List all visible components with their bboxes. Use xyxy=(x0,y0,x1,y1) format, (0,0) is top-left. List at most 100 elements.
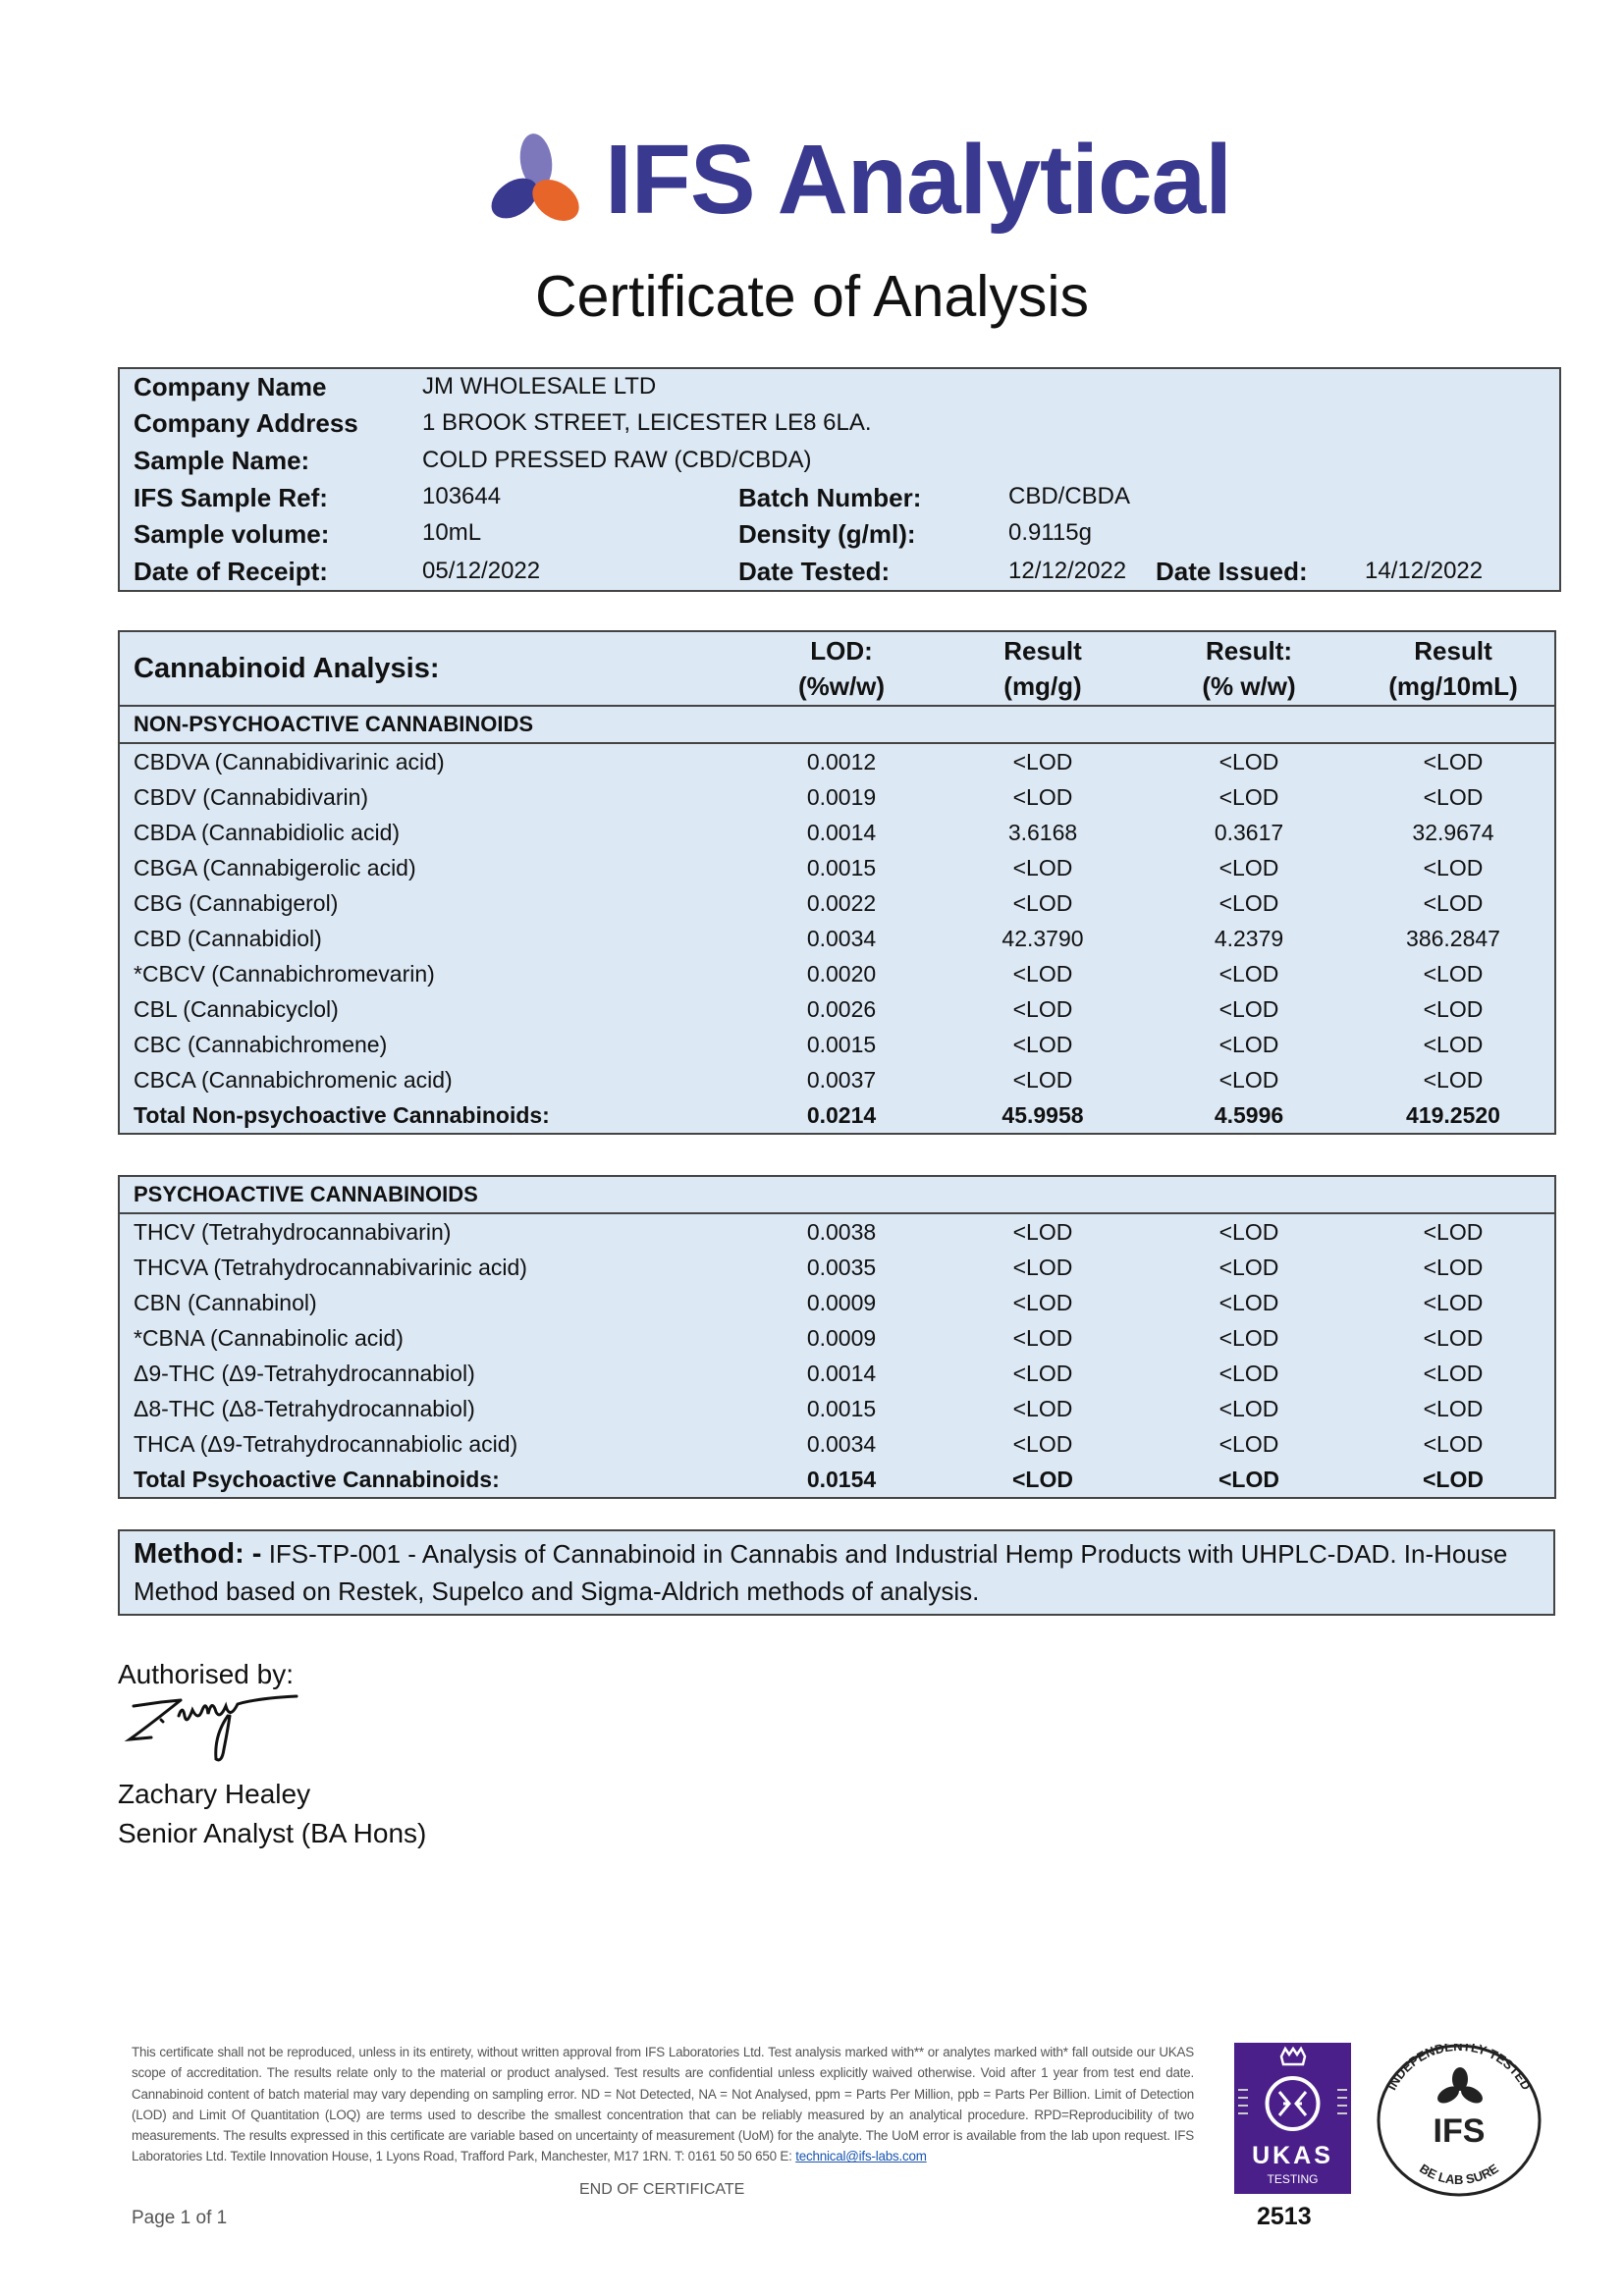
column-header-mg-g: Result (mg/g) xyxy=(940,632,1146,707)
table-row: *CBCV (Cannabichromevarin) 0.0020 <LOD <LOD… xyxy=(120,956,1554,991)
result-percent-ww: <LOD xyxy=(1218,1324,1279,1351)
independently-tested-seal-icon: INDEPENDENTLY TESTED BE LAB SURE IFS xyxy=(1377,2044,1542,2197)
density-value: 0.9115g xyxy=(1008,519,1092,546)
result-mg-g: <LOD xyxy=(1012,1360,1073,1386)
result-mg-10ml: <LOD xyxy=(1423,1395,1484,1421)
lod-value: 0.0038 xyxy=(806,1218,877,1245)
table-row: Δ8-THC (Δ8-Tetrahydrocannabiol) 0.0015 <LO… xyxy=(120,1391,1554,1426)
table-row: CBDVA (Cannabidivarinic acid) 0.0012 <LOD <… xyxy=(120,743,1554,779)
batch-number-value: CBD/CBDA xyxy=(1008,483,1131,509)
result-mg-g: <LOD xyxy=(1012,1289,1073,1315)
table-row: *CBNA (Cannabinolic acid) 0.0009 <LOD <LOD <… xyxy=(120,1320,1554,1356)
analyte-name: THCVA (Tetrahydrocannabivarinic acid) xyxy=(134,1254,527,1280)
result-mg-10ml: <LOD xyxy=(1423,1218,1484,1245)
result-mg-g: <LOD xyxy=(1012,1395,1073,1421)
date-tested-label: Date Tested: xyxy=(738,557,891,586)
result-percent-ww: <LOD xyxy=(1218,748,1279,774)
total-lod-value: 0.0214 xyxy=(806,1101,877,1128)
page-number: Page 1 of 1 xyxy=(132,2207,228,2228)
result-mg-g: <LOD xyxy=(1012,995,1073,1022)
result-percent-ww: <LOD xyxy=(1218,1395,1279,1421)
lod-value: 0.0035 xyxy=(806,1254,877,1280)
result-percent-ww: <LOD xyxy=(1218,1066,1279,1093)
result-percent-ww: <LOD xyxy=(1218,854,1279,881)
table-row: CBDV (Cannabidivarin) 0.0019 <LOD <LOD <LOD xyxy=(120,779,1554,815)
lod-value: 0.0020 xyxy=(806,960,877,987)
column-header-lod: LOD: (%w/w) xyxy=(743,632,940,707)
result-percent-ww: <LOD xyxy=(1218,1218,1279,1245)
result-mg-10ml: <LOD xyxy=(1423,1066,1484,1093)
result-percent-ww: <LOD xyxy=(1218,995,1279,1022)
sample-name-label: Sample Name: xyxy=(134,446,310,475)
result-mg-10ml: <LOD xyxy=(1423,748,1484,774)
result-mg-10ml: <LOD xyxy=(1423,889,1484,916)
total-result-percent-ww: 4.5996 xyxy=(1214,1101,1284,1128)
date-receipt-label: Date of Receipt: xyxy=(134,557,328,586)
result-mg-g: <LOD xyxy=(1012,854,1073,881)
total-row: Total Psychoactive Cannabinoids: 0.0154 <L… xyxy=(120,1462,1554,1497)
result-mg-g: <LOD xyxy=(1012,1430,1073,1457)
lod-value: 0.0015 xyxy=(806,1395,877,1421)
lod-value: 0.0015 xyxy=(806,1031,877,1057)
page-title: Certificate of Analysis xyxy=(534,264,1089,329)
table-row: THCVA (Tetrahydrocannabivarinic acid) 0.0… xyxy=(120,1250,1554,1285)
analyte-name: *CBCV (Cannabichromevarin) xyxy=(134,960,435,987)
result-mg-g: <LOD xyxy=(1012,1066,1073,1093)
analyte-name: THCA (Δ9-Tetrahydrocannabiolic acid) xyxy=(134,1430,518,1457)
result-mg-10ml: <LOD xyxy=(1423,1254,1484,1280)
result-mg-g: <LOD xyxy=(1012,748,1073,774)
result-percent-ww: <LOD xyxy=(1218,1360,1279,1386)
result-percent-ww: <LOD xyxy=(1218,783,1279,810)
result-mg-10ml: <LOD xyxy=(1423,1289,1484,1315)
result-mg-g: 3.6168 xyxy=(1007,819,1078,845)
company-address-label: Company Address xyxy=(134,408,358,438)
table-row: CBD (Cannabidiol) 0.0034 42.3790 4.2379 386.… xyxy=(120,921,1554,956)
method-text: IFS-TP-001 - Analysis of Cannabinoid in … xyxy=(134,1539,1508,1606)
ifs-analytical-logo: IFS Analytical xyxy=(485,125,1232,235)
total-result-mg-g: 45.9958 xyxy=(1001,1101,1084,1128)
signature-image xyxy=(124,1694,298,1762)
result-mg-10ml: <LOD xyxy=(1423,783,1484,810)
table-row: CBN (Cannabinol) 0.0009 <LOD <LOD <LOD xyxy=(120,1285,1554,1320)
result-percent-ww: <LOD xyxy=(1218,1430,1279,1457)
email-link[interactable]: technical@ifs-labs.com xyxy=(795,2149,927,2164)
result-mg-g: <LOD xyxy=(1012,889,1073,916)
signatory-name: Zachary Healey xyxy=(118,1779,311,1809)
table-row: CBC (Cannabichromene) 0.0015 <LOD <LOD <LOD xyxy=(120,1027,1554,1062)
lod-value: 0.0012 xyxy=(806,748,877,774)
section-heading: PSYCHOACTIVE CANNABINOIDS xyxy=(120,1177,1554,1214)
result-mg-g: <LOD xyxy=(1012,1031,1073,1057)
column-header-mg-10ml: Result (mg/10mL) xyxy=(1352,632,1554,707)
table-row: CBL (Cannabicyclol) 0.0026 <LOD <LOD <LOD xyxy=(120,991,1554,1027)
result-percent-ww: <LOD xyxy=(1218,1289,1279,1315)
lod-value: 0.0026 xyxy=(806,995,877,1022)
date-issued-label: Date Issued: xyxy=(1156,557,1308,586)
total-analyte-name: Total Psychoactive Cannabinoids: xyxy=(134,1466,500,1492)
result-percent-ww: <LOD xyxy=(1218,889,1279,916)
lod-value: 0.0009 xyxy=(806,1324,877,1351)
end-of-certificate: END OF CERTIFICATE xyxy=(579,2180,745,2198)
lod-value: 0.0019 xyxy=(806,783,877,810)
total-row: Total Non-psychoactive Cannabinoids: 0.02… xyxy=(120,1097,1554,1133)
table-row: CBGA (Cannabigerolic acid) 0.0015 <LOD <LOD… xyxy=(120,850,1554,885)
result-mg-10ml: <LOD xyxy=(1423,995,1484,1022)
sample-volume-label: Sample volume: xyxy=(134,519,330,549)
psychoactive-table: PSYCHOACTIVE CANNABINOIDS THCV (Tetrahyd… xyxy=(118,1175,1556,1499)
method-box: Method: - IFS-TP-001 - Analysis of Canna… xyxy=(118,1529,1555,1616)
column-header-percent-ww: Result: (% w/w) xyxy=(1146,632,1352,707)
brand-name: IFS Analytical xyxy=(605,125,1232,235)
total-result-mg-g: <LOD xyxy=(1012,1466,1073,1492)
result-mg-10ml: 32.9674 xyxy=(1412,819,1494,845)
result-mg-10ml: <LOD xyxy=(1423,960,1484,987)
ifs-logo-icon xyxy=(491,133,579,221)
section-heading: NON-PSYCHOACTIVE CANNABINOIDS xyxy=(120,706,1554,744)
analyte-name: *CBNA (Cannabinolic acid) xyxy=(134,1324,404,1351)
result-percent-ww: 0.3617 xyxy=(1214,819,1284,845)
analyte-name: CBL (Cannabicyclol) xyxy=(134,995,339,1022)
sample-name-value: COLD PRESSED RAW (CBD/CBDA) xyxy=(422,447,812,473)
result-percent-ww: <LOD xyxy=(1218,960,1279,987)
analyte-name: CBDVA (Cannabidivarinic acid) xyxy=(134,748,445,774)
non-psychoactive-table: Cannabinoid Analysis: LOD: (%w/w) Result(… xyxy=(118,630,1556,1135)
authorised-by-label: Authorised by: xyxy=(118,1659,294,1689)
lod-value: 0.0015 xyxy=(806,854,877,881)
